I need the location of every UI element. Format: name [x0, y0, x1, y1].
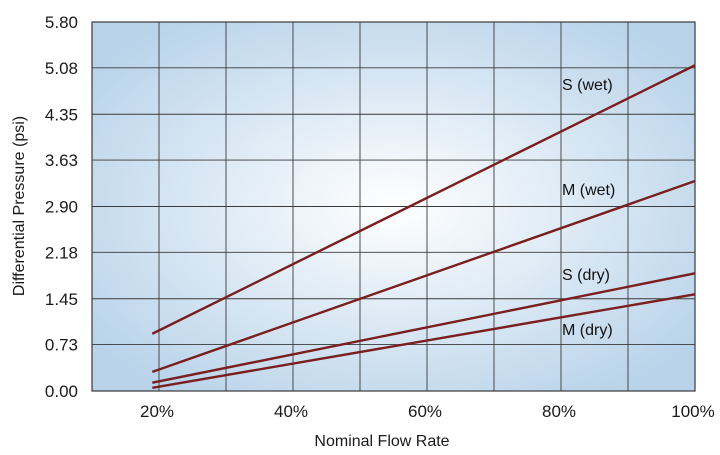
y-tick-label: 2.18 [45, 243, 78, 262]
series-label: M (wet) [562, 182, 615, 199]
grid-lines [92, 22, 695, 391]
x-axis-tick-labels: 20% 40% 60% 80% 100% [140, 402, 715, 421]
series-lines [151, 64, 696, 390]
y-axis-tick-labels: 0.00 0.73 1.45 2.18 2.90 3.63 4.35 5.08 5.80 [45, 13, 78, 401]
x-tick-label: 40% [274, 402, 308, 421]
series-line [151, 64, 696, 335]
y-tick-label: 2.90 [45, 198, 78, 217]
x-tick-label: 100% [671, 402, 714, 421]
series-label: M (dry) [562, 322, 613, 339]
plot-frame [91, 21, 696, 392]
x-axis-title: Nominal Flow Rate [314, 433, 449, 450]
y-tick-label: 5.80 [45, 13, 78, 32]
y-tick-label: 0.73 [45, 336, 78, 355]
series-line [151, 179, 696, 374]
y-tick-label: 4.35 [45, 105, 78, 124]
x-tick-label: 60% [408, 402, 442, 421]
series-line [152, 272, 696, 384]
y-tick-label: 0.00 [45, 382, 78, 401]
y-axis-title: Differential Pressure (psi) [11, 116, 28, 296]
series-line [152, 293, 696, 390]
series-label: S (dry) [562, 267, 610, 284]
y-tick-label: 3.63 [45, 151, 78, 170]
series-labels: S (wet) M (wet) S (dry) M (dry) [562, 77, 615, 339]
y-tick-label: 5.08 [45, 59, 78, 78]
series-label: S (wet) [562, 77, 613, 94]
x-tick-label: 20% [140, 402, 174, 421]
y-tick-label: 1.45 [45, 290, 78, 309]
x-tick-label: 80% [542, 402, 576, 421]
